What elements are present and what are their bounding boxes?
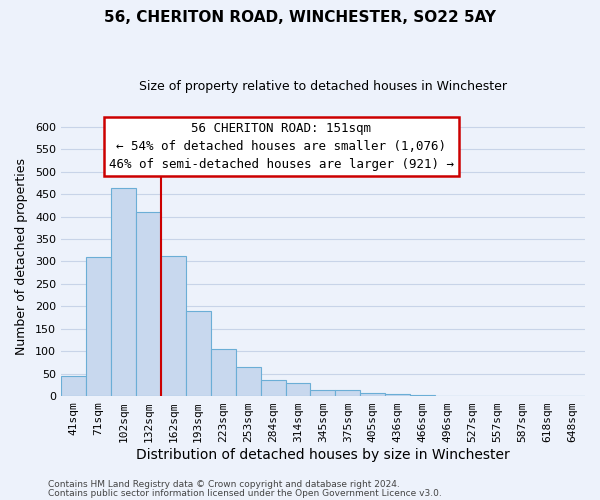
Bar <box>186 311 211 396</box>
Bar <box>111 188 136 396</box>
Bar <box>286 382 310 396</box>
Bar <box>86 256 111 396</box>
Title: Size of property relative to detached houses in Winchester: Size of property relative to detached ho… <box>139 80 507 93</box>
Text: 56, CHERITON ROAD, WINCHESTER, SO22 5AY: 56, CHERITON ROAD, WINCHESTER, SO22 5AY <box>104 10 496 25</box>
Bar <box>61 376 86 396</box>
Bar <box>211 349 236 396</box>
Text: Contains HM Land Registry data © Crown copyright and database right 2024.: Contains HM Land Registry data © Crown c… <box>48 480 400 489</box>
Bar <box>161 256 186 396</box>
Bar <box>260 380 286 396</box>
Bar <box>385 394 410 396</box>
X-axis label: Distribution of detached houses by size in Winchester: Distribution of detached houses by size … <box>136 448 510 462</box>
Text: 56 CHERITON ROAD: 151sqm
← 54% of detached houses are smaller (1,076)
46% of sem: 56 CHERITON ROAD: 151sqm ← 54% of detach… <box>109 122 454 171</box>
Bar <box>136 212 161 396</box>
Bar <box>335 390 361 396</box>
Y-axis label: Number of detached properties: Number of detached properties <box>15 158 28 356</box>
Bar <box>361 392 385 396</box>
Bar <box>310 390 335 396</box>
Bar <box>236 367 260 396</box>
Text: Contains public sector information licensed under the Open Government Licence v3: Contains public sector information licen… <box>48 488 442 498</box>
